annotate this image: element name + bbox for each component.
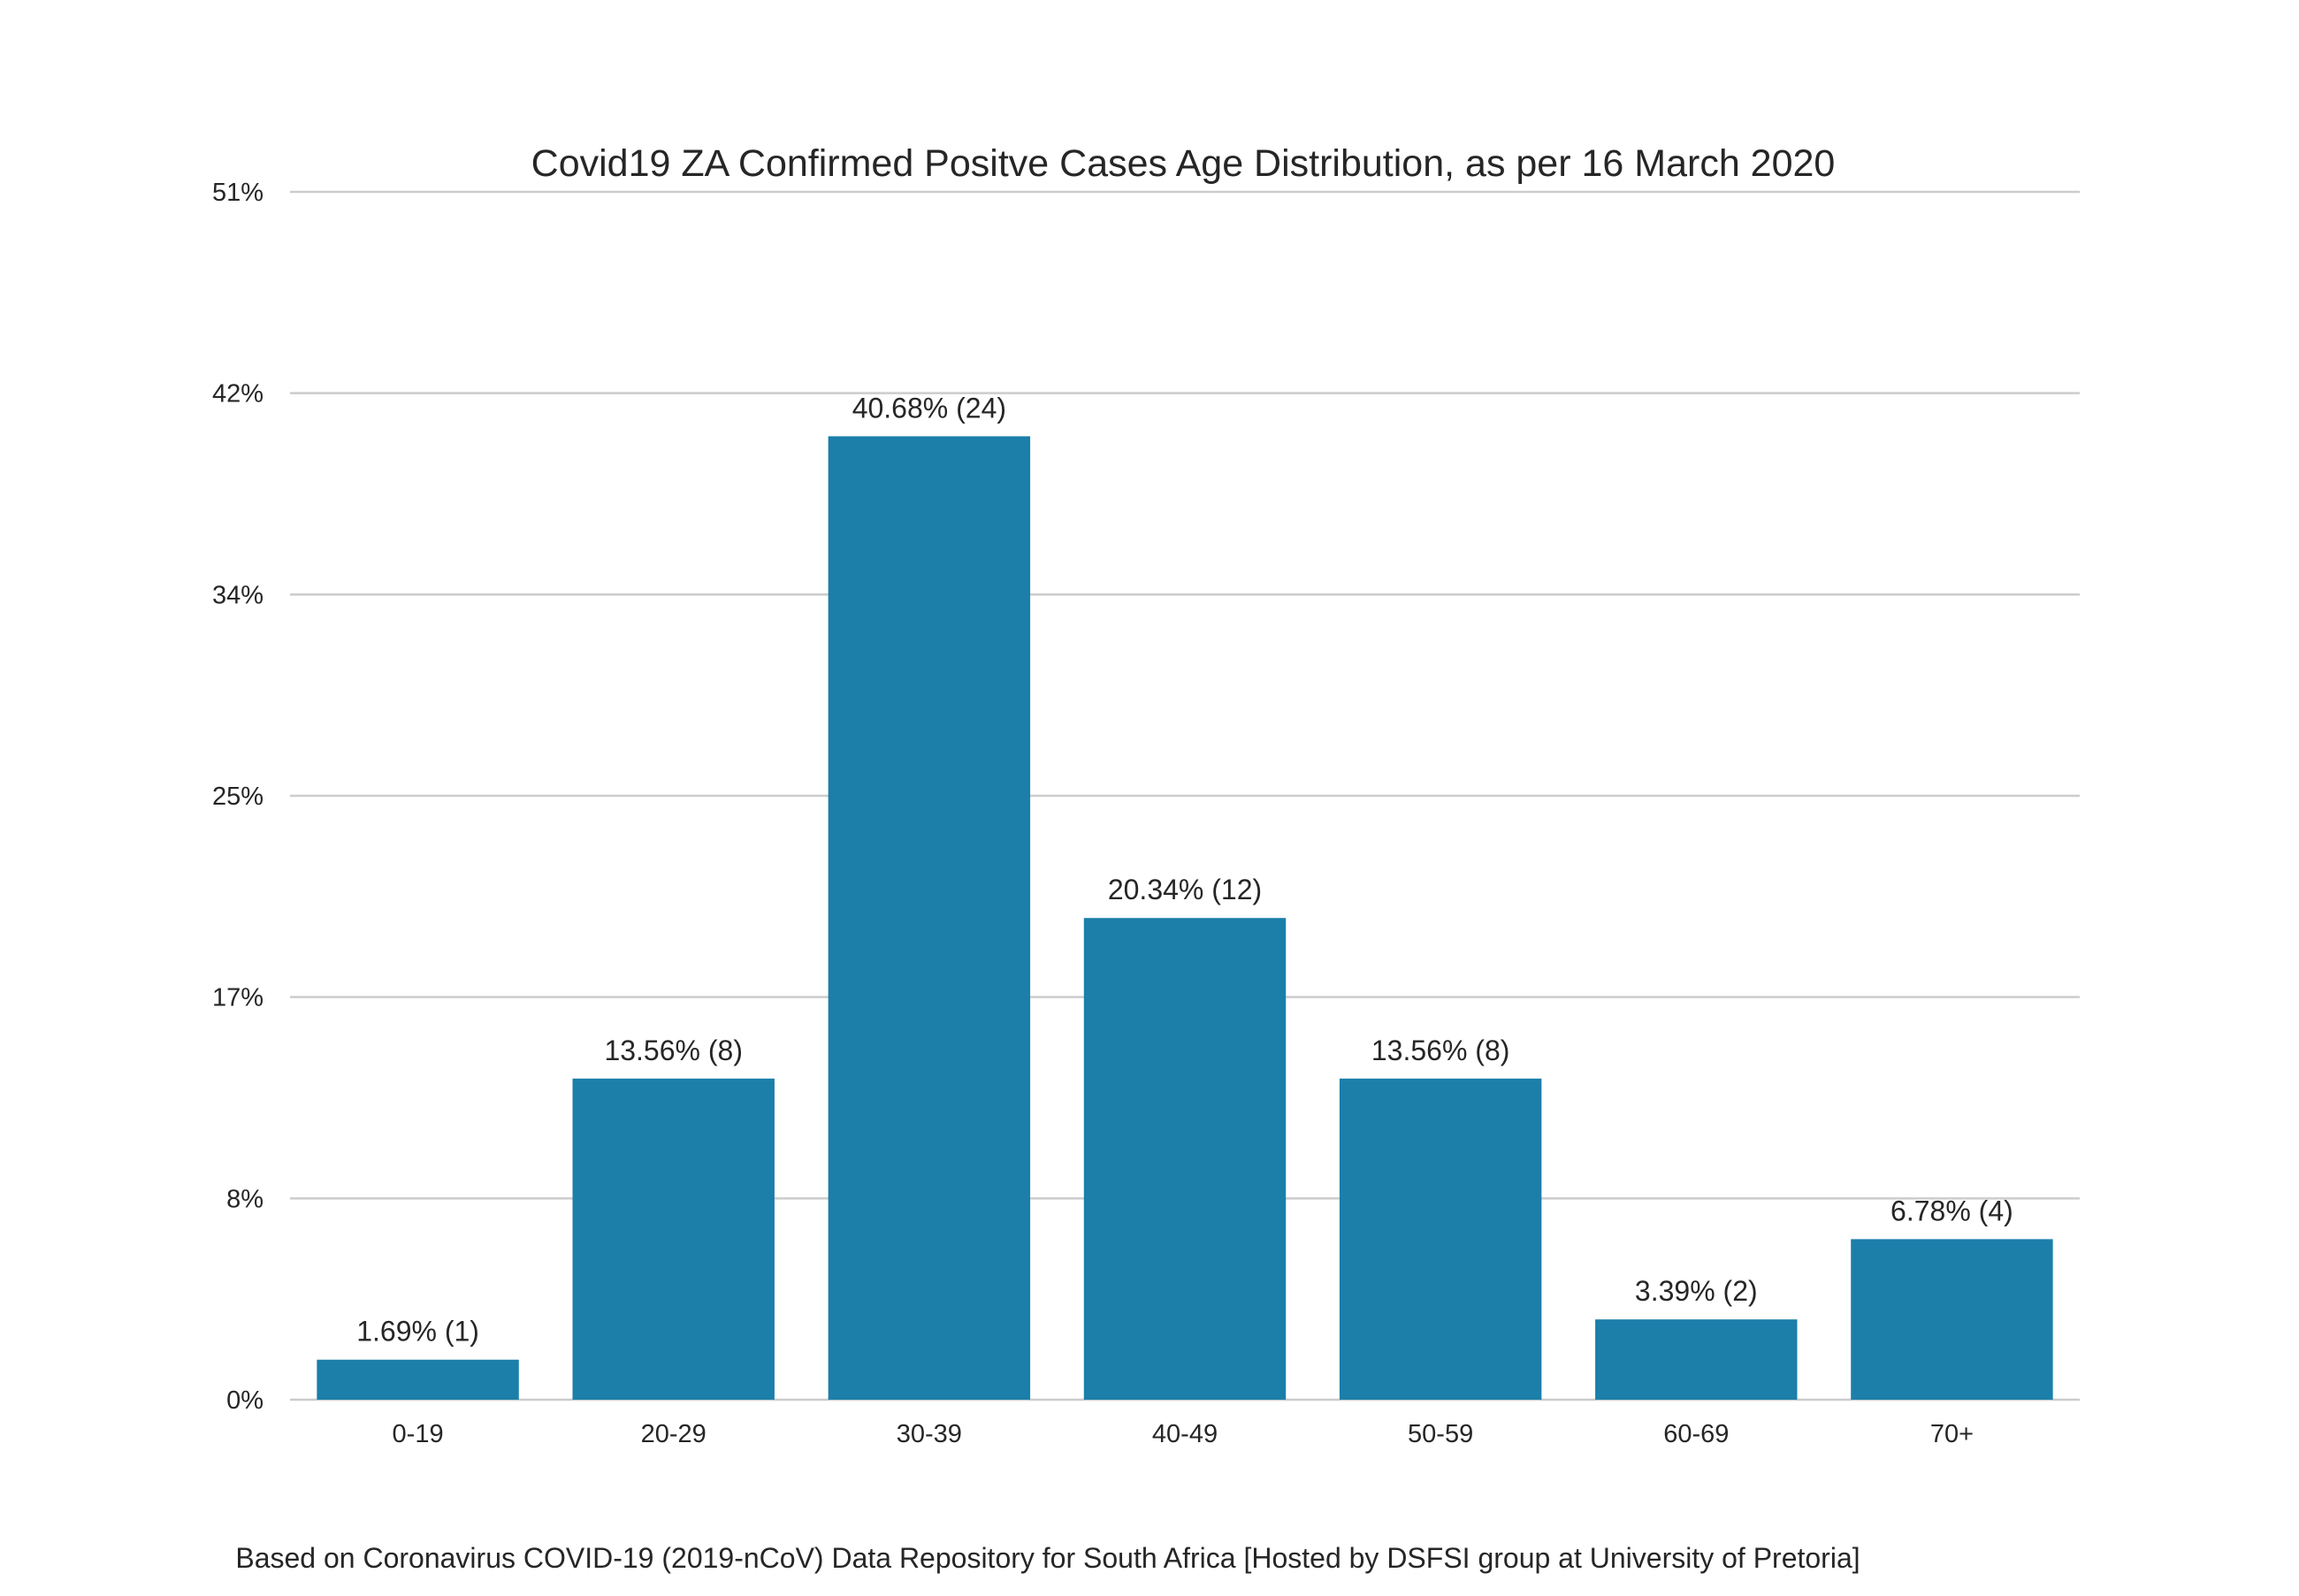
bar-value-label: 6.78% (4) xyxy=(1890,1195,2013,1226)
x-tick-label: 20-29 xyxy=(641,1420,707,1448)
bar-value-label: 3.39% (2) xyxy=(1635,1275,1758,1307)
y-tick-label: 8% xyxy=(226,1185,264,1213)
chart-title: Covid19 ZA Confirmed Positve Cases Age D… xyxy=(531,142,1836,185)
x-tick-label: 30-39 xyxy=(897,1420,962,1448)
source-footnote: Based on Coronavirus COVID-19 (2019-nCoV… xyxy=(235,1542,1860,1574)
bar-70plus xyxy=(1851,1239,2053,1400)
bars xyxy=(317,436,2053,1401)
bar-30-39 xyxy=(828,436,1031,1401)
bar-50-59 xyxy=(1339,1078,1542,1400)
bar-0-19 xyxy=(317,1359,519,1400)
x-tick-label: 0-19 xyxy=(393,1420,444,1448)
x-tick-label: 60-69 xyxy=(1663,1420,1729,1448)
x-tick-label: 70+ xyxy=(1930,1420,1974,1448)
x-tick-label: 40-49 xyxy=(1152,1420,1218,1448)
bar-20-29 xyxy=(572,1078,775,1400)
bar-60-69 xyxy=(1595,1319,1798,1400)
y-axis-ticks: 0% 8% 17% 25% 34% 42% 51% xyxy=(212,179,264,1415)
bar-value-label: 1.69% (1) xyxy=(356,1316,479,1348)
y-tick-label: 34% xyxy=(212,581,264,609)
y-tick-label: 42% xyxy=(212,380,264,409)
y-tick-label: 0% xyxy=(226,1386,264,1415)
bar-value-label: 13.56% (8) xyxy=(604,1035,743,1066)
bar-40-49 xyxy=(1083,918,1287,1400)
x-tick-label: 50-59 xyxy=(1408,1420,1473,1448)
bar-value-label: 20.34% (12) xyxy=(1108,874,1262,905)
y-tick-label: 25% xyxy=(212,783,264,811)
y-tick-label: 17% xyxy=(212,984,264,1012)
y-tick-label: 51% xyxy=(212,179,264,207)
bar-value-labels: 1.69% (1) 13.56% (8) 40.68% (24) 20.34% (12… xyxy=(356,392,2013,1347)
x-axis-ticks: 0-19 20-29 30-39 40-49 50-59 60-69 70+ xyxy=(393,1420,1974,1448)
bar-value-label: 13.56% (8) xyxy=(1371,1035,1510,1066)
bar-value-label: 40.68% (24) xyxy=(852,392,1006,424)
